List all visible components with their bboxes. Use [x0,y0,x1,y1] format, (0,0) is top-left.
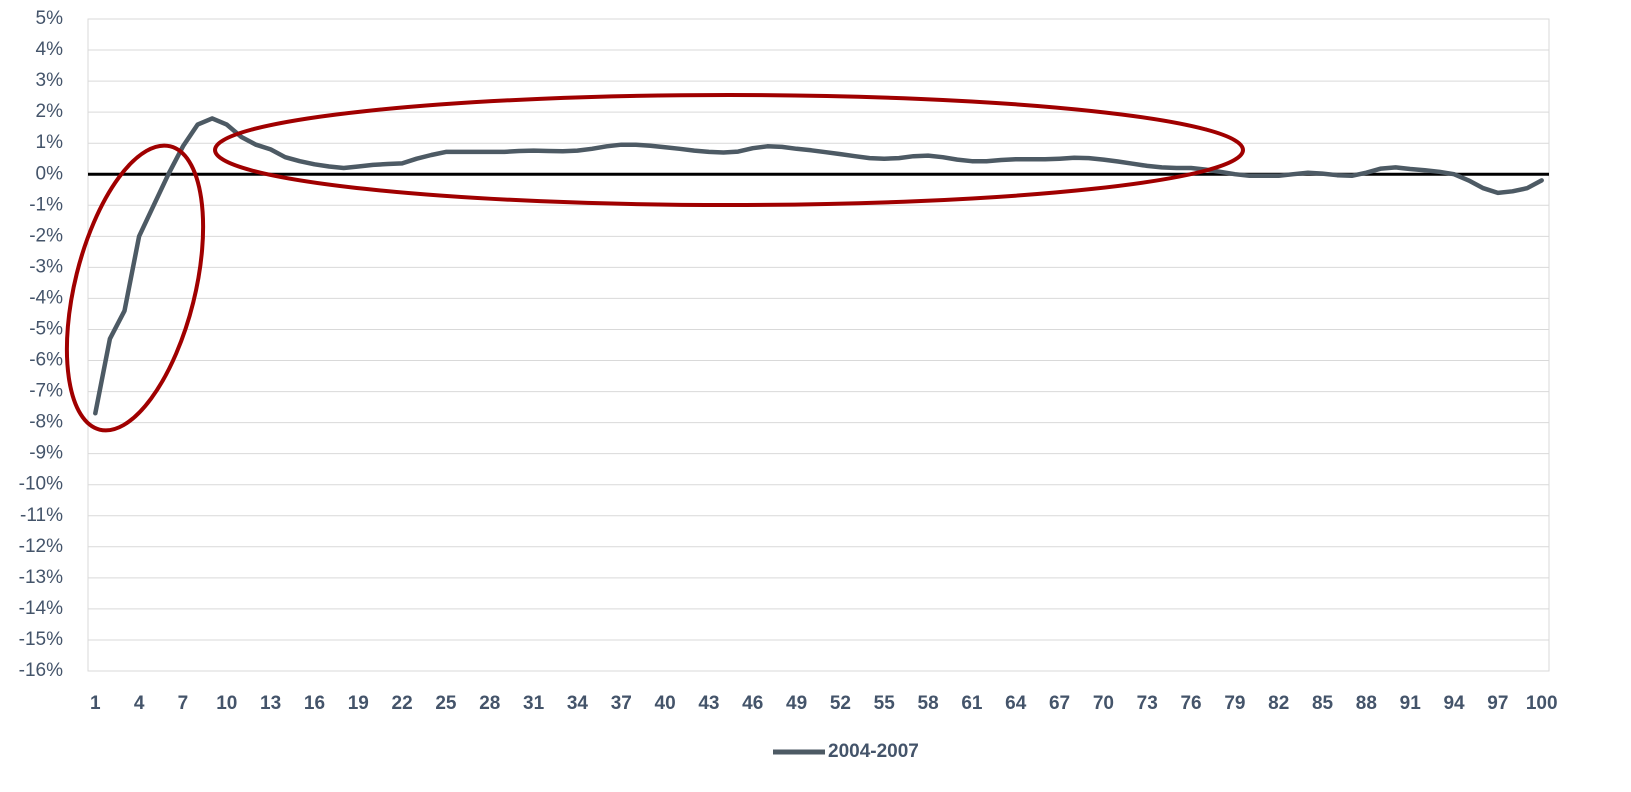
x-tick-label: 76 [1180,693,1201,714]
y-tick-label: 1% [36,132,64,153]
y-tick-label: -10% [19,474,63,495]
x-tick-label: 94 [1443,693,1465,714]
x-tick-label: 34 [567,693,589,714]
x-tick-label: 58 [918,693,939,714]
y-tick-label: -14% [19,598,63,619]
x-tick-label: 100 [1526,693,1558,714]
x-tick-label: 31 [523,693,545,714]
x-tick-label: 22 [392,693,413,714]
y-tick-label: -9% [29,443,63,464]
y-tick-label: 2% [36,101,64,122]
x-tick-label: 16 [304,693,325,714]
x-tick-label: 79 [1224,693,1245,714]
x-tick-label: 88 [1356,693,1377,714]
x-tick-label: 4 [134,693,145,714]
y-tick-label: 4% [36,39,64,60]
y-tick-label: -5% [29,318,63,339]
y-tick-label: -8% [29,412,63,433]
x-tick-label: 19 [348,693,369,714]
x-tick-label: 82 [1268,693,1289,714]
y-tick-label: -15% [19,629,63,650]
highlight-ellipse [64,143,206,433]
x-tick-label: 91 [1400,693,1422,714]
x-tick-label: 70 [1093,693,1114,714]
y-tick-label: 3% [36,70,64,91]
y-tick-label: 0% [36,163,64,184]
y-tick-label: -7% [29,381,63,402]
x-tick-label: 73 [1137,693,1158,714]
y-tick-label: -3% [29,256,63,277]
x-tick-label: 28 [479,693,500,714]
x-tick-label: 43 [698,693,719,714]
x-tick-label: 97 [1487,693,1508,714]
legend-label: 2004-2007 [828,741,919,762]
x-tick-label: 85 [1312,693,1334,714]
marks [88,116,1549,416]
x-tick-label: 55 [874,693,896,714]
y-tick-label: -16% [19,660,63,681]
x-tick-label: 13 [260,693,281,714]
y-tick-label: -4% [29,287,63,308]
x-tick-label: 40 [655,693,676,714]
x-tick-label: 49 [786,693,807,714]
x-tick-label: 7 [178,693,189,714]
x-tick-label: 64 [1005,693,1027,714]
x-tick-label: 52 [830,693,851,714]
x-tick-label: 67 [1049,693,1070,714]
highlight-ellipse [213,93,1245,207]
x-tick-label: 37 [611,693,632,714]
x-tick-label: 10 [216,693,237,714]
x-tick-label: 1 [90,693,101,714]
y-tick-label: 5% [36,8,64,29]
series-line [93,116,1544,416]
y-tick-label: -11% [20,505,63,526]
y-tick-label: -2% [29,225,63,246]
y-tick-label: -1% [29,194,63,215]
y-tick-label: -13% [19,567,63,588]
x-tick-label: 61 [961,693,983,714]
y-tick-label: -6% [29,350,63,371]
x-tick-label: 25 [435,693,457,714]
y-tick-label: -12% [19,536,63,557]
x-tick-label: 46 [742,693,763,714]
grid [88,18,1549,672]
